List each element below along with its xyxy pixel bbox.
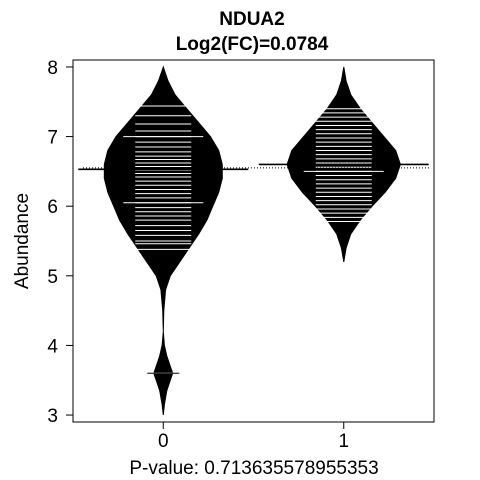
reference-lines <box>78 163 430 171</box>
plot-frame <box>72 59 435 423</box>
bean-group <box>103 65 401 416</box>
y-tick-label: 7 <box>47 128 58 149</box>
chart-title: NDUA2 <box>219 9 284 30</box>
y-tick-label: 3 <box>47 406 58 427</box>
bean-0 <box>103 65 223 416</box>
chart-subtitle: Log2(FC)=0.0784 <box>176 34 329 55</box>
x-axis-label: P-value: 0.713635578955353 <box>129 458 378 479</box>
x-tick-label: 0 <box>158 431 169 452</box>
y-axis-label: Abundance <box>12 193 33 289</box>
y-tick-label: 5 <box>47 267 58 288</box>
y-tick-label: 4 <box>47 336 58 357</box>
y-axis: 3 4 5 6 7 8 <box>47 58 74 427</box>
x-tick-label: 1 <box>338 431 349 452</box>
y-tick-label: 6 <box>47 197 58 218</box>
y-tick-label: 8 <box>47 58 58 79</box>
